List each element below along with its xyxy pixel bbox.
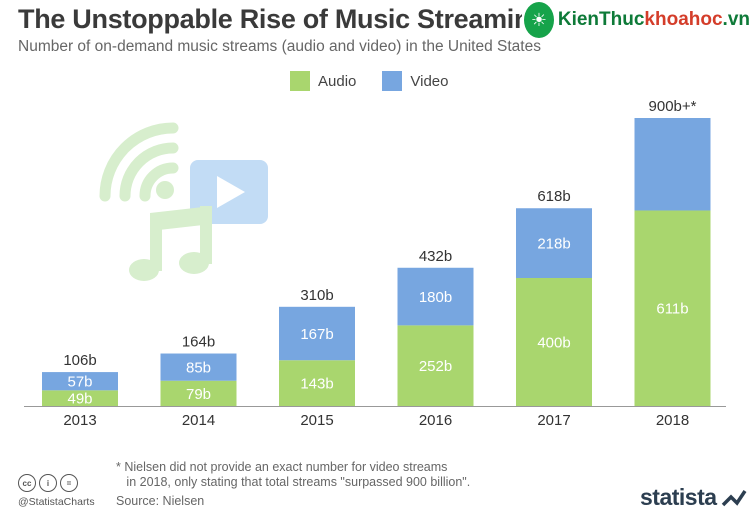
bar-audio-2016 bbox=[397, 325, 474, 406]
legend-item-video: Video bbox=[382, 71, 448, 91]
twitter-handle[interactable]: @StatistaCharts bbox=[18, 496, 95, 508]
legend: Audio Video bbox=[290, 70, 464, 92]
data-label-audio-2015: 143b bbox=[300, 376, 333, 393]
music-streaming-icon bbox=[99, 122, 268, 281]
data-label-video-2015: 167b bbox=[300, 326, 333, 343]
bar-video-2013 bbox=[42, 372, 118, 391]
total-label-2017: 618b bbox=[537, 188, 570, 205]
music-note-icon bbox=[129, 206, 212, 281]
legend-label-audio: Audio bbox=[318, 72, 357, 90]
statista-brand[interactable]: statista bbox=[640, 484, 747, 511]
data-label-audio-2013: 49b bbox=[67, 391, 92, 408]
bar-video-2014 bbox=[160, 353, 237, 381]
legend-item-audio: Audio bbox=[290, 71, 356, 91]
bar-audio-2017 bbox=[516, 278, 592, 406]
x-tick-label-2017: 2017 bbox=[537, 412, 570, 429]
bar-audio-2013 bbox=[42, 390, 118, 406]
footnote: * Nielsen did not provide an exact numbe… bbox=[116, 460, 471, 489]
data-label-video-2014: 85b bbox=[186, 360, 211, 377]
streaming-illustration bbox=[95, 118, 275, 283]
wifi-dot-icon bbox=[156, 181, 174, 199]
legend-label-video: Video bbox=[410, 72, 449, 90]
source-note: Source: Nielsen bbox=[116, 494, 205, 508]
lightbulb-logo-icon: ☀ bbox=[524, 2, 554, 38]
x-tick-label-2014: 2014 bbox=[182, 412, 215, 429]
data-label-audio-2016: 252b bbox=[419, 358, 452, 375]
cc-icon[interactable]: cc bbox=[18, 474, 36, 492]
legend-swatch-video bbox=[382, 71, 403, 91]
x-tick-label-2018: 2018 bbox=[656, 412, 689, 429]
wifi-signal-icon bbox=[99, 122, 179, 202]
data-label-audio-2018: 611b bbox=[656, 301, 688, 318]
total-label-2016: 432b bbox=[419, 248, 452, 265]
bar-video-2015 bbox=[279, 306, 355, 361]
nd-icon[interactable]: = bbox=[60, 474, 78, 492]
bar-video-2016 bbox=[397, 267, 474, 326]
chart-title: The Unstoppable Rise of Music Streaming bbox=[18, 4, 538, 34]
bar-audio-2015 bbox=[279, 360, 355, 406]
watermark-text: KienThuckhoahoc.vn bbox=[557, 9, 750, 30]
x-tick-label-2013: 2013 bbox=[63, 412, 96, 429]
bar-audio-2014 bbox=[160, 380, 237, 406]
statista-logo-text: statista bbox=[640, 484, 717, 510]
total-label-2014: 164b bbox=[182, 334, 215, 351]
legend-swatch-audio bbox=[290, 71, 310, 91]
total-label-2013: 106b bbox=[63, 352, 96, 369]
total-label-2015: 310b bbox=[300, 287, 333, 304]
watermark: ☀ KienThuckhoahoc.vn bbox=[522, 0, 750, 40]
chart-subtitle: Number of on-demand music streams (audio… bbox=[18, 38, 541, 55]
x-tick-label-2015: 2015 bbox=[300, 412, 333, 429]
data-label-video-2016: 180b bbox=[419, 289, 452, 306]
total-label-2018: 900b+* bbox=[649, 98, 697, 115]
bar-audio-2018 bbox=[634, 210, 711, 406]
bar-video-2018 bbox=[634, 118, 711, 211]
statista-wave-icon bbox=[721, 489, 747, 506]
data-label-audio-2014: 79b bbox=[186, 386, 211, 403]
x-tick-label-2016: 2016 bbox=[419, 412, 452, 429]
data-label-video-2017: 218b bbox=[537, 236, 570, 253]
license-icons: cc i = bbox=[18, 474, 78, 492]
data-label-audio-2017: 400b bbox=[537, 335, 570, 352]
bar-video-2017 bbox=[516, 208, 592, 278]
data-label-video-2013: 57b bbox=[67, 374, 92, 391]
by-icon[interactable]: i bbox=[39, 474, 57, 492]
